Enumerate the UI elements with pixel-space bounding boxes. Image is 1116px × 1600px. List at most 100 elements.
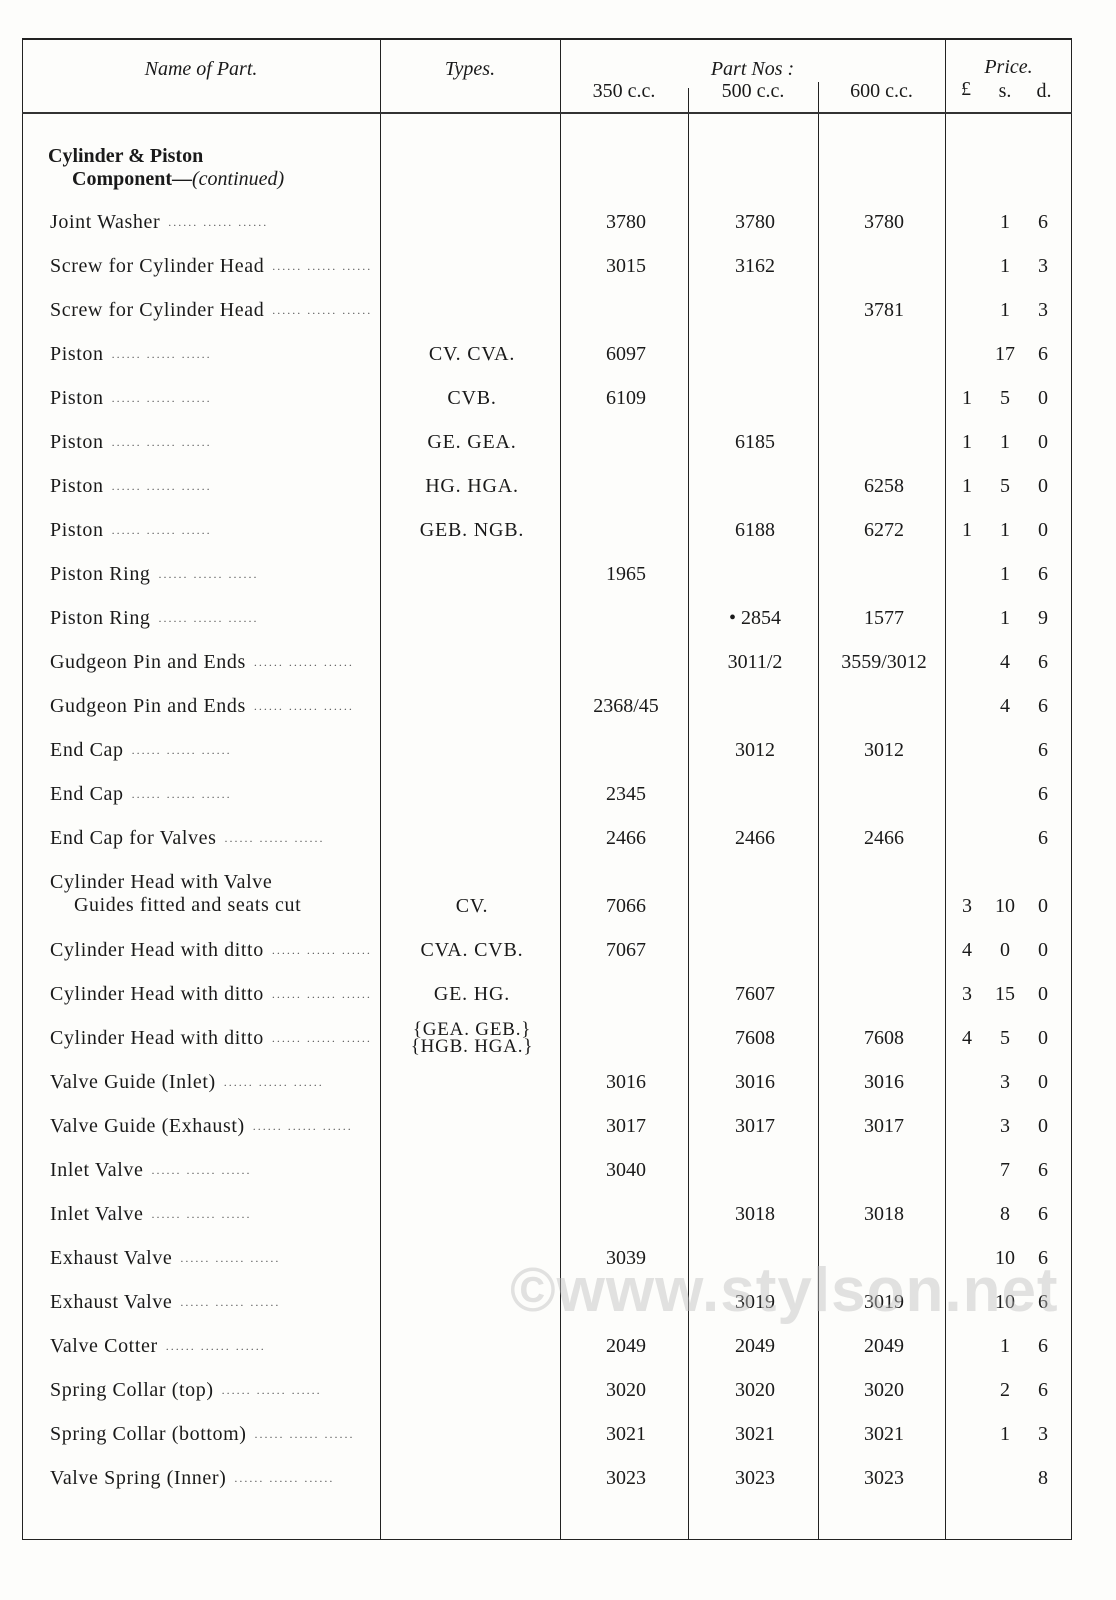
part-no-350cc: 2345 — [606, 782, 646, 805]
price-shillings: 10 — [995, 1246, 1015, 1269]
part-no-600cc — [820, 928, 948, 972]
dot-leader: ...... ...... ...... — [180, 1250, 281, 1265]
part-no-500cc: 3023 — [735, 1466, 775, 1489]
part-no-350cc — [562, 508, 690, 552]
table-row: Cylinder Head with ditto ...... ...... ..… — [0, 928, 1116, 972]
part-no-600cc: 2466 — [864, 826, 904, 849]
part-name-cell: Piston ...... ...... ...... — [50, 508, 384, 552]
part-name-cell: Spring Collar (bottom) ...... ...... ....… — [50, 1412, 384, 1456]
part-name: Piston — [50, 342, 104, 365]
dot-leader: ...... ...... ...... — [131, 786, 232, 801]
part-no-350cc: 6097 — [606, 342, 646, 365]
part-no-350cc: 7067 — [606, 938, 646, 961]
part-no-600cc — [820, 376, 948, 420]
price-shillings: 1 — [1000, 210, 1010, 233]
table-row: Piston ...... ...... ...... CV. CVA. 6097 17… — [0, 332, 1116, 376]
dot-leader: ...... ...... ...... — [111, 346, 212, 361]
part-name-cell: Screw for Cylinder Head ...... ...... ...… — [50, 244, 384, 288]
part-no-600cc: 6258 — [864, 474, 904, 497]
table-row: Piston Ring ...... ...... ...... • 2854 157… — [0, 596, 1116, 640]
part-no-350cc: 3016 — [606, 1070, 646, 1093]
part-no-500cc: 7608 — [735, 1026, 775, 1049]
types-value: GE. HG. — [433, 982, 511, 1005]
header-divider — [22, 112, 1072, 114]
part-name: Cylinder Head with Valve — [50, 871, 273, 893]
types-cell — [384, 596, 560, 640]
column-divider — [380, 38, 381, 1540]
price-shillings: 1 — [1000, 606, 1010, 629]
types-value: CV. — [455, 895, 489, 917]
dot-leader: ...... ...... ...... — [165, 1338, 266, 1353]
part-name-cell: Gudgeon Pin and Ends ...... ...... ...... — [50, 684, 384, 728]
part-name-cell: Cylinder Head with ditto ...... ...... ..… — [50, 1016, 384, 1060]
price-pence: 0 — [1038, 474, 1048, 497]
part-no-600cc: 3023 — [864, 1466, 904, 1489]
part-no-350cc: 3039 — [606, 1246, 646, 1269]
price-shillings: 1 — [1000, 1334, 1010, 1357]
part-name-cell: Piston ...... ...... ...... — [50, 376, 384, 420]
part-name: Cylinder Head with ditto — [50, 982, 264, 1005]
types-cell — [384, 1412, 560, 1456]
price-shillings: 1 — [1000, 518, 1010, 541]
part-no-350cc: 2368/45 — [593, 694, 659, 717]
price-shillings: 7 — [1000, 1158, 1010, 1181]
part-no-500cc: 6185 — [735, 430, 775, 453]
price-pounds: 4 — [962, 1026, 972, 1049]
part-no-500cc: 6188 — [735, 518, 775, 541]
part-no-350cc: 3780 — [606, 210, 646, 233]
part-no-350cc — [562, 1016, 690, 1060]
types-value: GEB. NGB. — [419, 518, 525, 541]
price-pence: 6 — [1038, 650, 1048, 673]
price-pence: 0 — [1038, 1070, 1048, 1093]
price-pence: 6 — [1038, 1158, 1048, 1181]
price-shillings: 3 — [1000, 1070, 1010, 1093]
price-pounds — [952, 1104, 982, 1148]
price-pence: 6 — [1038, 342, 1048, 365]
part-name-cell: Valve Guide (Exhaust) ...... ...... .....… — [50, 1104, 384, 1148]
price-shillings: 1 — [1000, 254, 1010, 277]
part-no-600cc: 1577 — [864, 606, 904, 629]
watermark: ©www.stylson.net — [510, 1256, 1059, 1325]
price-shillings: 1 — [1000, 1422, 1010, 1445]
types-cell: CVB. — [384, 376, 560, 420]
part-no-600cc: 3017 — [864, 1114, 904, 1137]
part-no-350cc: 3020 — [606, 1378, 646, 1401]
price-pence: 6 — [1038, 826, 1048, 849]
price-pounds — [952, 244, 982, 288]
types-value-line2: {HGB. HGA.} — [410, 1036, 534, 1057]
price-pounds — [952, 332, 982, 376]
part-no-600cc — [820, 244, 948, 288]
table-row: Valve Spring (Inner) ...... ...... ......… — [0, 1456, 1116, 1500]
part-no-500cc: 7607 — [735, 982, 775, 1005]
part-no-600cc: 3780 — [864, 210, 904, 233]
table-row: Piston ...... ...... ...... CVB. 6109 1 5 0 — [0, 376, 1116, 420]
types-cell: CV. — [384, 860, 560, 928]
price-pence: 3 — [1038, 298, 1048, 321]
part-no-600cc: 3020 — [864, 1378, 904, 1401]
part-name-cell: Spring Collar (top) ...... ...... ...... — [50, 1368, 384, 1412]
part-name-cell: Cylinder Head with Valve Guides fitted an… — [50, 860, 384, 928]
part-no-500cc: 3016 — [735, 1070, 775, 1093]
table-row: Cylinder Head with Valve Guides fitted an… — [0, 860, 1116, 928]
part-no-350cc: 3015 — [606, 254, 646, 277]
price-pounds: 1 — [962, 430, 972, 453]
part-no-350cc — [562, 288, 690, 332]
price-pence: 3 — [1038, 254, 1048, 277]
part-name-cell: Valve Cotter ...... ...... ...... — [50, 1324, 384, 1368]
price-pounds — [952, 552, 982, 596]
types-cell — [384, 816, 560, 860]
part-no-500cc: 3012 — [735, 738, 775, 761]
part-name-cell: Cylinder Head with ditto ...... ...... ..… — [50, 972, 384, 1016]
section-continued: (continued) — [192, 168, 285, 190]
price-pounds — [952, 816, 982, 860]
part-no-600cc — [820, 1148, 948, 1192]
price-pence: 6 — [1038, 1378, 1048, 1401]
dot-leader: ...... ...... ...... — [271, 942, 372, 957]
types-cell — [384, 1104, 560, 1148]
price-pence: 0 — [1038, 518, 1048, 541]
types-cell — [384, 1060, 560, 1104]
part-no-600cc — [820, 684, 948, 728]
part-no-500cc: 3780 — [735, 210, 775, 233]
types-cell — [384, 1192, 560, 1236]
price-pounds — [952, 200, 982, 244]
